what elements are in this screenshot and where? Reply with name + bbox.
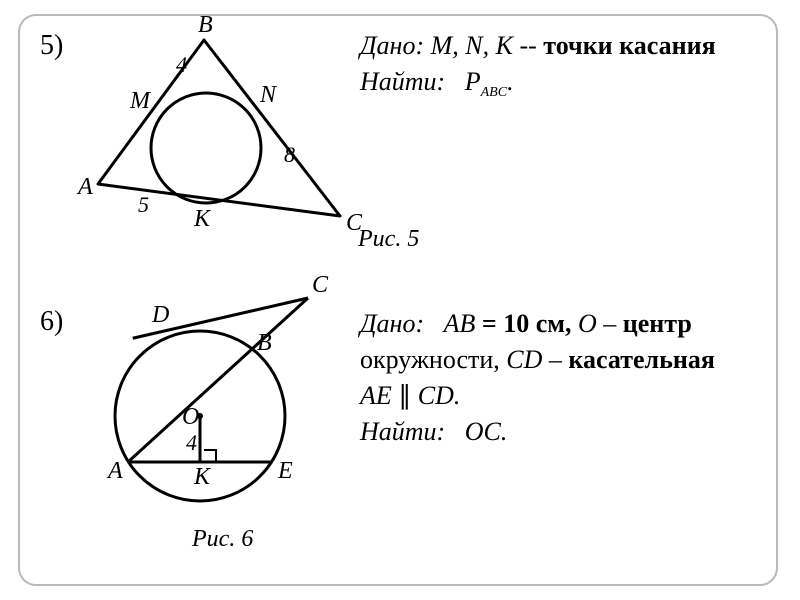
p5-find-line: Найти: PABC. [360,64,514,103]
svg-text:8: 8 [284,142,295,167]
svg-text:E: E [277,458,293,484]
svg-text:A: A [106,458,123,484]
svg-text:4: 4 [186,430,197,455]
svg-text:5: 5 [138,192,149,217]
p6-ab-eq: = 10 см, [482,309,578,338]
svg-text:D: D [151,302,169,328]
p5-find-label: Найти: [360,67,445,96]
p6-oc: OC. [465,417,508,446]
p6-kas: касательная [568,345,714,374]
figure-5-caption: Рис. 5 [358,226,419,253]
p6-cd2: CD. [418,381,461,410]
p5-given-text1: -- [519,31,543,60]
p6-okr: окружности, [360,345,506,374]
page: 5) ABCMNK485 Дано: M, N, K -- точки каса… [0,0,800,600]
problem-6-number: 6) [40,306,63,337]
svg-text:4: 4 [176,52,187,77]
svg-text:N: N [259,82,278,108]
problem-5-number: 5) [40,30,63,61]
svg-text:C: C [312,272,329,298]
p6-line2: окружности, CD – касательная [360,342,715,377]
p5-given-text2: точки касания [543,31,715,60]
p6-t1a: – [603,309,623,338]
problem-5: 5) [40,30,63,62]
p6-par: ∥ [398,381,418,410]
p5-find-sub: ABC [481,85,507,100]
p6-cd: CD [506,345,542,374]
svg-text:A: A [76,174,93,200]
svg-text:K: K [193,206,212,232]
p5-given-label: Дано: [360,31,424,60]
figure-6-caption: Рис. 6 [192,526,253,553]
p5-given-line: Дано: M, N, K -- точки касания [360,28,716,63]
figure-5: ABCMNK485 [80,26,370,236]
p6-dash: – [549,345,569,374]
svg-text:M: M [129,88,152,114]
frame: 5) ABCMNK485 Дано: M, N, K -- точки каса… [18,14,778,586]
problem-6: 6) [40,306,63,338]
p6-line1: Дано: AB = 10 см, O – центр [360,306,692,341]
p6-line3: AE ∥ CD. [360,378,460,413]
svg-text:O: O [182,404,199,430]
p6-find-label: Найти: [360,417,445,446]
figure-6: AEKOBDC4 [80,276,380,526]
p6-o: O [578,309,597,338]
p5-find-symbol: P [465,67,481,96]
p5-given-points: M, N, K [431,31,520,60]
p6-ab: AB [444,309,476,338]
p6-ae: AE [360,381,392,410]
p6-line4: Найти: OC. [360,414,507,449]
svg-text:B: B [198,12,213,38]
p6-centr: центр [623,309,692,338]
p6-given-label: Дано: [360,309,424,338]
svg-text:K: K [193,464,212,490]
svg-text:B: B [257,330,272,356]
